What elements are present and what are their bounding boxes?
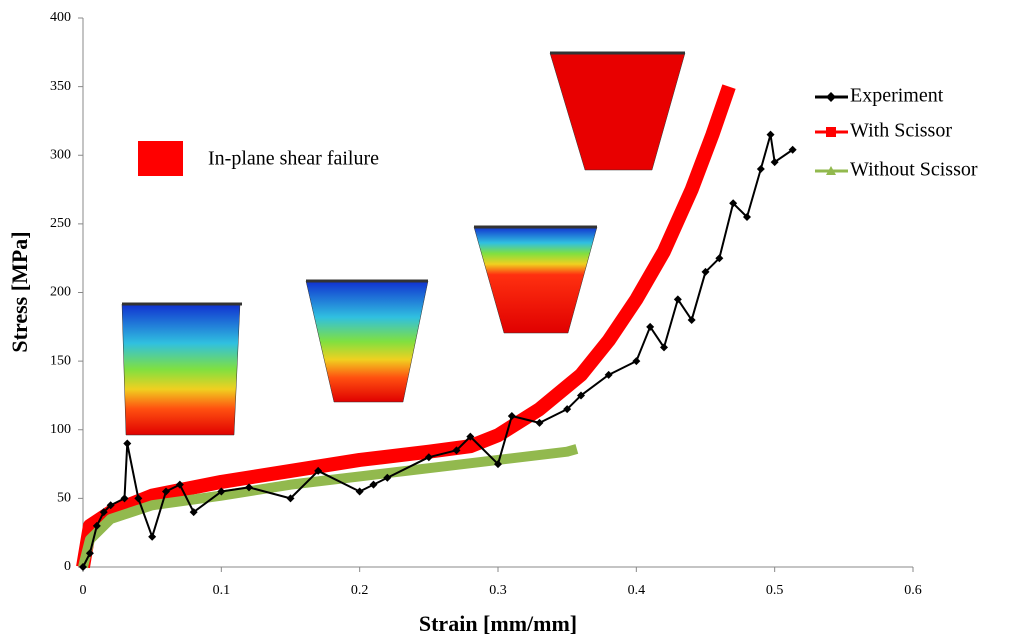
x-tick-label: 0.1 bbox=[213, 583, 231, 598]
y-tick-label: 250 bbox=[50, 216, 71, 231]
data-point bbox=[370, 481, 378, 489]
data-point bbox=[536, 419, 544, 427]
legend-marker bbox=[826, 92, 836, 102]
legend-label: Experiment bbox=[850, 85, 944, 107]
fe-images bbox=[122, 53, 685, 435]
x-tick-label: 0.4 bbox=[628, 583, 646, 598]
y-tick-label: 50 bbox=[57, 491, 71, 506]
data-point bbox=[632, 357, 640, 365]
data-point bbox=[757, 165, 765, 173]
legend-label: Without Scissor bbox=[850, 159, 978, 181]
x-tick-label: 0 bbox=[80, 583, 87, 598]
y-tick-label: 150 bbox=[50, 353, 71, 368]
data-point bbox=[767, 131, 775, 139]
y-tick-label: 400 bbox=[50, 10, 71, 25]
y-tick-label: 200 bbox=[50, 285, 71, 300]
annotation: In-plane shear failure bbox=[208, 148, 379, 170]
chart: Strain [mm/mm] Stress [MPa] In-plane she… bbox=[0, 0, 1011, 640]
y-axis-title: Stress [MPa] bbox=[7, 231, 32, 352]
x-tick-label: 0.5 bbox=[766, 583, 784, 598]
y-tick-label: 100 bbox=[50, 422, 71, 437]
legend-marker bbox=[826, 127, 836, 137]
y-tick-label: 300 bbox=[50, 147, 71, 162]
y-tick-label: 0 bbox=[64, 559, 71, 574]
data-point bbox=[148, 533, 156, 541]
x-tick-label: 0.6 bbox=[904, 583, 922, 598]
legend-label: With Scissor bbox=[850, 120, 952, 142]
x-axis-title: Strain [mm/mm] bbox=[419, 611, 577, 636]
annotation-swatch bbox=[138, 141, 183, 176]
data-point bbox=[356, 488, 364, 496]
x-tick-label: 0.3 bbox=[489, 583, 507, 598]
data-point bbox=[123, 439, 131, 447]
x-tick-label: 0.2 bbox=[351, 583, 369, 598]
y-tick-label: 350 bbox=[50, 79, 71, 94]
